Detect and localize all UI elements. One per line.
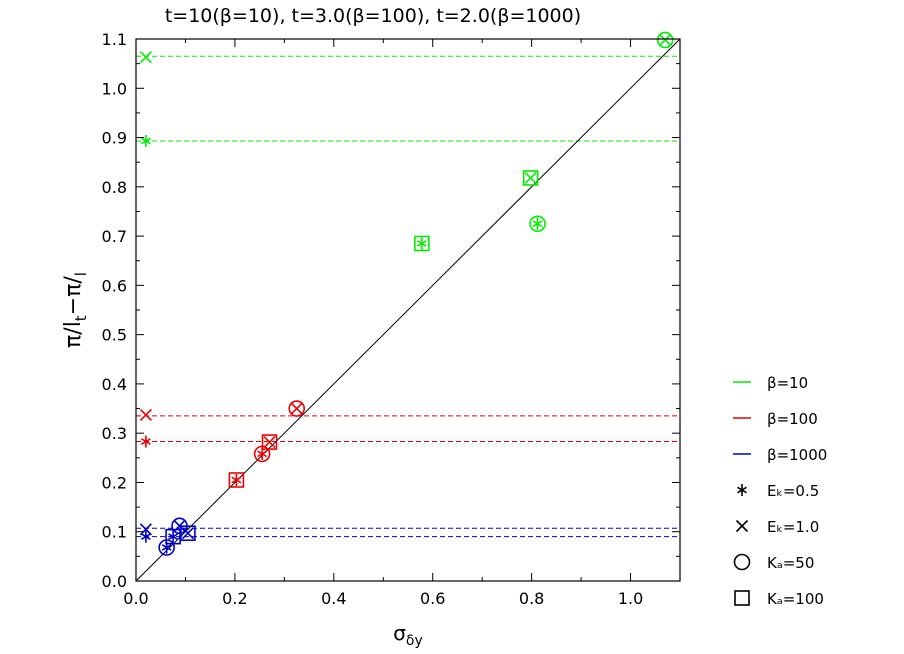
y-tick-label: 0.0 xyxy=(102,572,127,591)
legend-item: Kₐ=100 xyxy=(734,590,824,608)
x-tick-label: 0.0 xyxy=(123,589,148,608)
chart-title: t=10(β=10), t=3.0(β=100), t=2.0(β=1000) xyxy=(165,5,581,27)
x-axis-label-text: σδy xyxy=(393,621,423,649)
legend-item: β=100 xyxy=(733,410,818,428)
y-axis-label-text: π/lt−π/l xyxy=(61,272,90,348)
legend-item: β=1000 xyxy=(733,446,827,464)
legend: β=10 β=100 β=1000 Eₖ=0.5 Eₖ=1.0 Kₐ=50 Kₐ=100 xyxy=(733,374,827,608)
data-point xyxy=(140,530,151,543)
data-point xyxy=(522,170,539,186)
y-tick-label: 0.5 xyxy=(102,326,127,345)
data-point xyxy=(288,400,306,417)
y-axis-label: π/lt−π/l xyxy=(61,272,90,348)
legend-label: Kₐ=100 xyxy=(767,590,824,608)
y-tick-label: 1.0 xyxy=(102,79,127,98)
y-tick-label: 0.6 xyxy=(102,276,127,295)
y-tick-label: 0.2 xyxy=(102,473,127,492)
legend-item: Eₖ=1.0 xyxy=(735,518,819,536)
y-tick-label: 0.8 xyxy=(102,178,127,197)
data-point xyxy=(180,525,196,542)
data-point xyxy=(139,523,152,536)
legend-item: Kₐ=50 xyxy=(733,553,814,572)
y-tick-label: 0.1 xyxy=(102,523,127,542)
y-tick-label: 0.4 xyxy=(102,375,127,394)
data-point xyxy=(414,235,430,252)
diagonal-line xyxy=(135,38,681,582)
legend-label: β=100 xyxy=(767,410,818,428)
axis-ticks: 0.0 0.2 0.4 0.6 0.8 1.0 0.0 0.1 0.2 0.3 0.4 0.5 0.6 0… xyxy=(102,30,681,608)
reference-lines xyxy=(136,55,680,538)
data-point xyxy=(140,134,151,147)
legend-label: β=1000 xyxy=(767,446,827,464)
legend-item: Eₖ=0.5 xyxy=(737,482,819,500)
legend-label: β=10 xyxy=(767,374,808,392)
y-tick-label: 0.9 xyxy=(102,129,127,148)
data-point xyxy=(656,31,674,49)
legend-item: β=10 xyxy=(733,374,808,392)
data-point xyxy=(139,51,152,64)
x-tick-label: 1.0 xyxy=(618,589,643,608)
x-axis-label: σδy xyxy=(393,621,423,649)
x-tick-label: 0.6 xyxy=(420,589,445,608)
legend-label: Eₖ=0.5 xyxy=(767,482,819,500)
x-tick-label: 0.8 xyxy=(519,589,544,608)
data-point xyxy=(228,472,245,488)
y-tick-label: 1.1 xyxy=(102,30,127,49)
data-point xyxy=(261,434,278,450)
legend-label: Eₖ=1.0 xyxy=(767,518,819,536)
data-point xyxy=(140,435,151,448)
legend-label: Kₐ=50 xyxy=(767,554,814,572)
x-tick-label: 0.4 xyxy=(321,589,346,608)
x-tick-label: 0.2 xyxy=(222,589,247,608)
data-points xyxy=(139,31,674,556)
y-tick-label: 0.7 xyxy=(102,227,127,246)
data-point xyxy=(529,215,546,233)
data-point xyxy=(139,408,152,422)
y-tick-label: 0.3 xyxy=(102,424,127,443)
plot-area: 0.0 0.2 0.4 0.6 0.8 1.0 0.0 0.1 0.2 0.3 0.4 0.5 0.6 0… xyxy=(102,30,681,608)
